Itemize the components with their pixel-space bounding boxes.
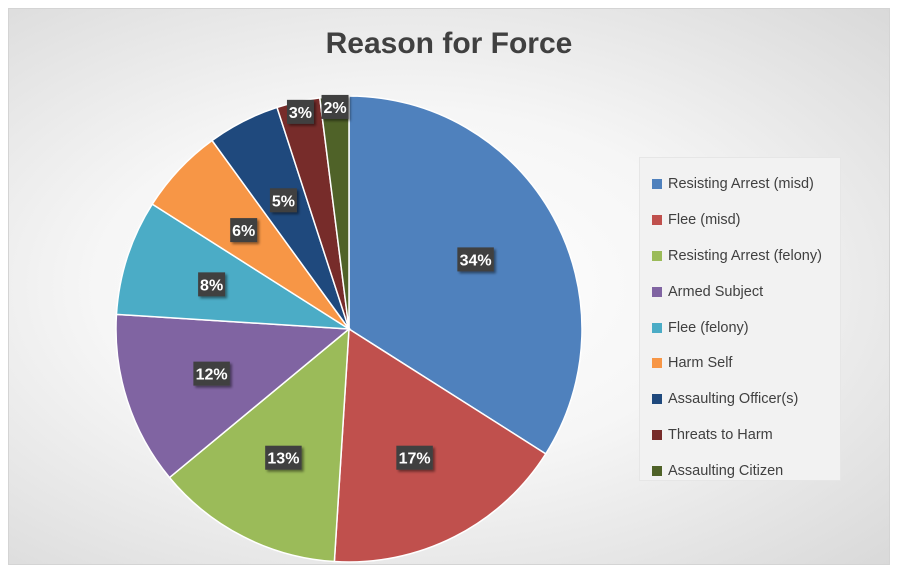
- data-label-4: 12%: [193, 361, 230, 386]
- pie-slice-4: [115, 313, 351, 479]
- data-label-text: 6%: [232, 223, 255, 240]
- data-label-text: 13%: [267, 451, 299, 468]
- legend-swatch: [652, 214, 662, 225]
- data-label-9: 2%: [321, 94, 349, 119]
- pie-slice-2: [333, 327, 547, 563]
- data-label-text: 3%: [289, 105, 312, 122]
- legend-swatch: [652, 466, 662, 477]
- data-label-7: 5%: [269, 188, 297, 213]
- data-label-text: 12%: [196, 367, 228, 384]
- legend-label: Flee (misd): [668, 211, 741, 228]
- data-label-2: 17%: [396, 445, 433, 470]
- legend-label: Harm Self: [668, 355, 733, 372]
- legend-label: Assaulting Officer(s): [668, 391, 799, 408]
- data-label-1: 34%: [457, 247, 494, 272]
- legend-item: Resisting Arrest (misd): [640, 166, 840, 202]
- data-label-box: [396, 445, 433, 470]
- chart-legend: Resisting Arrest (misd) Flee (misd) Resist…: [639, 157, 841, 481]
- data-label-box: [286, 99, 314, 124]
- legend-label: Armed Subject: [668, 283, 764, 300]
- legend-item: Threats to Harm: [640, 417, 840, 453]
- legend-swatch: [652, 178, 662, 189]
- pie-slice-1: [348, 95, 583, 455]
- legend-item: Harm Self: [640, 345, 840, 381]
- legend-label: Resisting Arrest (felony): [668, 247, 822, 264]
- data-label-box: [265, 445, 302, 470]
- legend-item: Assaulting Officer(s): [640, 381, 840, 417]
- data-label-text: 34%: [460, 252, 492, 269]
- legend-label: Threats to Harm: [668, 427, 773, 444]
- data-label-6: 6%: [230, 218, 258, 243]
- legend-swatch: [652, 250, 662, 261]
- legend-label: Assaulting Citizen: [668, 463, 784, 480]
- pie-slice-5: [115, 203, 350, 330]
- legend-item: Assaulting Citizen: [640, 453, 840, 489]
- data-label-3: 13%: [265, 445, 302, 470]
- legend-item: Resisting Arrest (felony): [640, 238, 840, 274]
- chart-area: Reason for Force 34% 17% 13% 12% 8% 6% 5% 3% 2% …: [8, 8, 890, 565]
- legend-swatch: [652, 430, 662, 441]
- legend-swatch: [652, 286, 662, 297]
- data-label-box: [193, 361, 230, 386]
- legend-item: Flee (misd): [640, 202, 840, 238]
- legend-label: Resisting Arrest (misd): [668, 175, 814, 192]
- pie-chart: 34% 17% 13% 12% 8% 6% 5% 3% 2%: [115, 94, 583, 563]
- data-label-5: 8%: [198, 272, 226, 297]
- legend-swatch: [652, 322, 662, 333]
- data-label-box: [269, 188, 297, 213]
- data-label-text: 8%: [200, 277, 223, 294]
- data-label-text: 5%: [272, 193, 295, 210]
- data-label-box: [198, 272, 226, 297]
- legend-label: Flee (felony): [668, 319, 749, 336]
- data-label-8: 3%: [286, 99, 314, 124]
- data-label-text: 2%: [323, 100, 346, 117]
- data-label-box: [321, 94, 349, 119]
- chart-title: Reason for Force: [325, 27, 573, 60]
- data-label-box: [230, 218, 258, 243]
- legend-swatch: [652, 358, 662, 369]
- data-label-text: 17%: [399, 451, 431, 468]
- data-label-box: [457, 247, 494, 272]
- pie-slice-3: [168, 327, 350, 563]
- legend-swatch: [652, 394, 662, 405]
- legend-item: Flee (felony): [640, 310, 840, 346]
- legend-item: Armed Subject: [640, 274, 840, 310]
